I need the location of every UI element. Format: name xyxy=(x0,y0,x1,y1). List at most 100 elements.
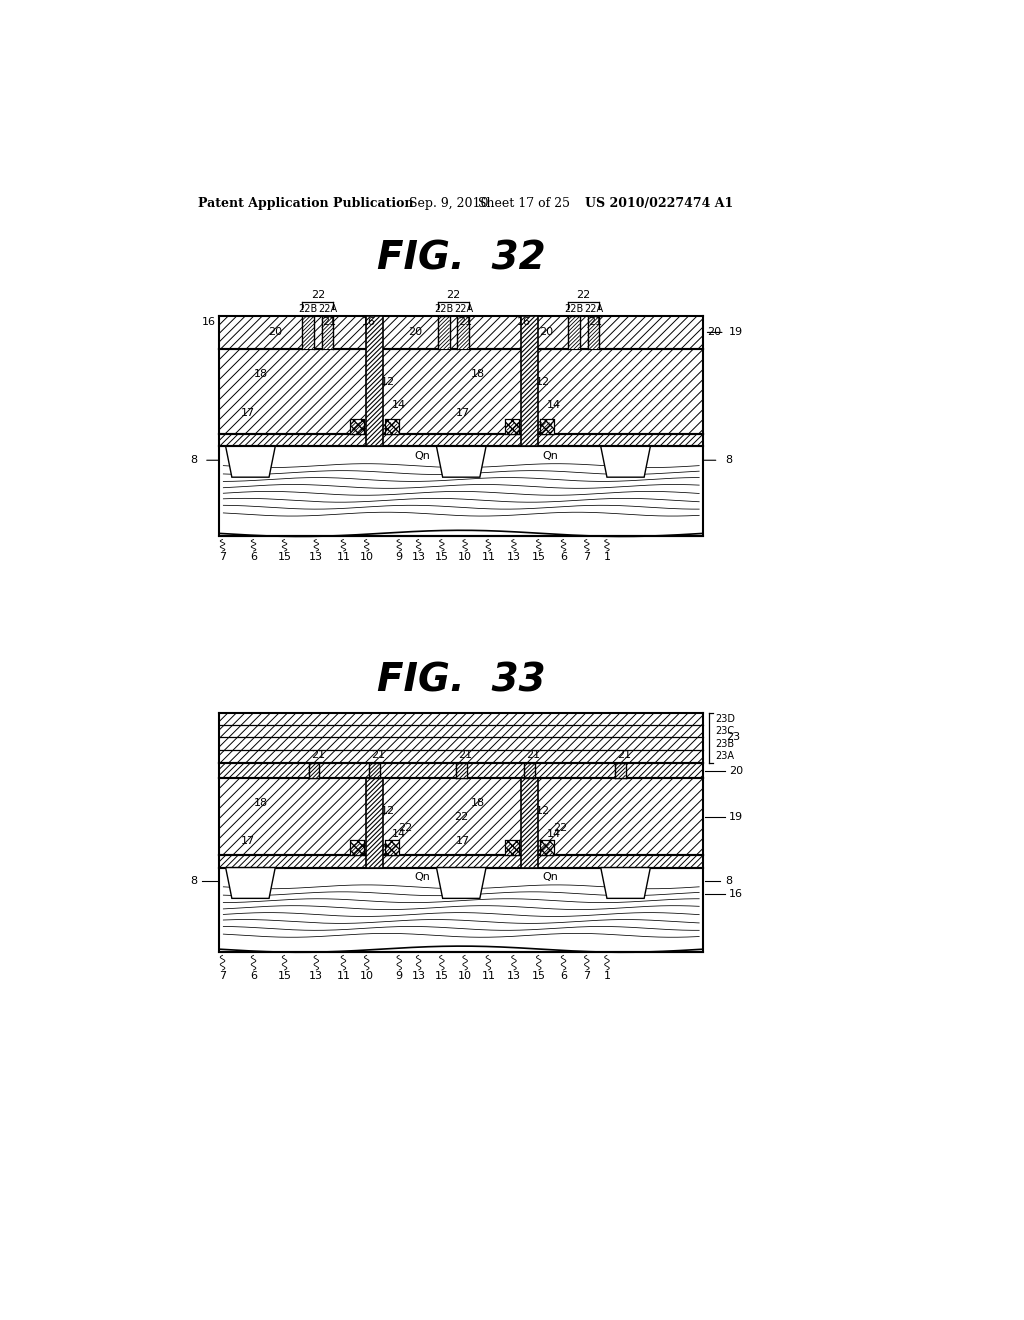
Text: FIG.  32: FIG. 32 xyxy=(377,239,546,277)
Text: 20: 20 xyxy=(729,766,742,776)
Bar xyxy=(219,763,703,779)
Text: 15: 15 xyxy=(531,552,546,562)
Text: 7: 7 xyxy=(219,552,226,562)
Text: 11: 11 xyxy=(337,972,350,981)
Bar xyxy=(219,867,703,952)
Text: 21: 21 xyxy=(616,750,631,760)
Text: 9: 9 xyxy=(395,552,402,562)
Text: Sep. 9, 2010: Sep. 9, 2010 xyxy=(409,197,488,210)
Text: 17: 17 xyxy=(241,408,255,417)
Text: 1: 1 xyxy=(603,552,610,562)
Text: 15: 15 xyxy=(435,972,449,981)
Text: 10: 10 xyxy=(359,972,374,981)
Text: 14: 14 xyxy=(547,829,560,838)
Text: Qn: Qn xyxy=(543,871,558,882)
Polygon shape xyxy=(436,867,486,899)
Text: 21: 21 xyxy=(458,750,472,760)
Bar xyxy=(385,840,399,855)
Bar xyxy=(438,317,450,350)
Text: 7: 7 xyxy=(584,972,591,981)
Bar xyxy=(219,446,703,536)
Bar xyxy=(614,763,626,779)
Bar xyxy=(349,840,364,855)
Text: 23A: 23A xyxy=(716,751,734,760)
Text: 15: 15 xyxy=(531,972,546,981)
Text: 16: 16 xyxy=(362,317,376,327)
Text: 21: 21 xyxy=(526,750,541,760)
Text: 22: 22 xyxy=(398,824,413,833)
Text: 22B: 22B xyxy=(434,305,453,314)
Bar xyxy=(219,713,703,952)
Bar xyxy=(385,418,399,434)
Text: 22A: 22A xyxy=(318,305,338,314)
Text: 22: 22 xyxy=(577,290,591,301)
Bar xyxy=(219,713,703,763)
Text: 10: 10 xyxy=(458,972,472,981)
Text: 22: 22 xyxy=(446,290,461,301)
Bar xyxy=(505,418,518,434)
Text: 12: 12 xyxy=(381,376,395,387)
Text: US 2010/0227474 A1: US 2010/0227474 A1 xyxy=(586,197,733,210)
Text: Qn: Qn xyxy=(415,871,430,882)
Text: 21: 21 xyxy=(588,317,602,327)
Text: 13: 13 xyxy=(412,552,426,562)
Text: 8: 8 xyxy=(725,455,732,465)
Text: 13: 13 xyxy=(412,972,426,981)
Text: 22B: 22B xyxy=(298,305,317,314)
Bar xyxy=(219,855,703,867)
Text: 11: 11 xyxy=(481,972,496,981)
Bar xyxy=(219,350,703,434)
Text: 9: 9 xyxy=(395,972,402,981)
Text: Qn: Qn xyxy=(415,450,430,461)
Text: 15: 15 xyxy=(435,552,449,562)
Bar xyxy=(369,763,380,779)
Text: 20: 20 xyxy=(540,326,554,337)
Text: 10: 10 xyxy=(359,552,374,562)
Text: 6: 6 xyxy=(560,552,567,562)
Polygon shape xyxy=(225,867,275,899)
Text: 22: 22 xyxy=(454,812,468,822)
Text: 19: 19 xyxy=(729,327,742,338)
Text: 20: 20 xyxy=(268,326,283,337)
Bar xyxy=(219,317,703,350)
Bar xyxy=(349,418,364,434)
Text: 10: 10 xyxy=(458,552,472,562)
Text: 21: 21 xyxy=(311,750,325,760)
Text: 19: 19 xyxy=(729,812,742,822)
Text: 21: 21 xyxy=(372,750,385,760)
Text: 6: 6 xyxy=(250,552,257,562)
Text: 8: 8 xyxy=(725,876,732,887)
Text: 8: 8 xyxy=(190,876,198,887)
Text: 23: 23 xyxy=(726,733,740,742)
Bar xyxy=(349,418,364,434)
Bar xyxy=(524,763,535,779)
Polygon shape xyxy=(225,446,275,478)
Bar xyxy=(458,317,469,350)
Text: FIG.  33: FIG. 33 xyxy=(377,661,546,700)
Text: 12: 12 xyxy=(536,376,550,387)
Bar xyxy=(505,840,518,855)
Bar xyxy=(521,317,538,446)
Text: 7: 7 xyxy=(584,552,591,562)
Bar xyxy=(322,317,334,350)
Text: 12: 12 xyxy=(381,805,395,816)
Text: 18: 18 xyxy=(471,797,485,808)
Text: 13: 13 xyxy=(507,972,521,981)
Bar xyxy=(366,779,383,867)
Text: 16: 16 xyxy=(517,317,531,327)
Bar xyxy=(349,840,364,855)
Text: 23D: 23D xyxy=(716,714,735,723)
Text: 18: 18 xyxy=(471,370,485,379)
Bar xyxy=(219,317,703,536)
Bar xyxy=(541,418,554,434)
Text: 12: 12 xyxy=(536,805,550,816)
Text: 7: 7 xyxy=(219,972,226,981)
Text: 17: 17 xyxy=(456,408,470,417)
Text: 22B: 22B xyxy=(564,305,584,314)
Text: 16: 16 xyxy=(202,317,216,327)
Bar xyxy=(505,840,518,855)
Text: Qn: Qn xyxy=(543,450,558,461)
Text: 17: 17 xyxy=(241,837,255,846)
Text: 14: 14 xyxy=(391,829,406,838)
Bar xyxy=(308,763,319,779)
